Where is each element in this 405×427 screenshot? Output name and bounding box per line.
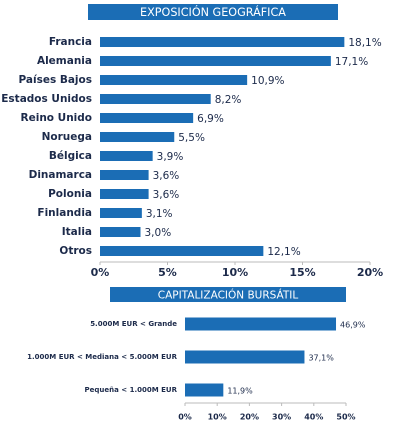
category-label: Estados Unidos: [1, 93, 92, 105]
category-label: 5.000M EUR < Grande: [90, 320, 177, 328]
bar: [100, 227, 141, 237]
bar: [100, 170, 149, 180]
category-label: Francia: [49, 36, 92, 48]
value-label: 8,2%: [215, 94, 242, 106]
x-tick-label: 5%: [158, 266, 177, 279]
bar: [185, 350, 305, 364]
x-tick-label: 50%: [336, 413, 355, 422]
value-label: 10,9%: [251, 75, 284, 87]
bar: [100, 132, 175, 142]
chart-title: CAPITALIZACIÓN BURSÁTIL: [158, 289, 299, 302]
bar: [100, 75, 248, 85]
x-tick-label: 20%: [240, 413, 259, 422]
bar: [185, 383, 224, 397]
value-label: 3,9%: [157, 151, 184, 163]
title-banner: [110, 287, 346, 302]
value-label: 3,1%: [146, 208, 173, 220]
value-label: 6,9%: [197, 113, 224, 125]
x-tick-label: 0%: [178, 413, 192, 422]
category-label: Noruega: [42, 131, 92, 143]
bar: [100, 113, 194, 123]
x-tick-label: 0%: [91, 266, 110, 279]
x-tick-label: 15%: [289, 266, 315, 279]
bar: [100, 208, 142, 218]
category-label: Polonia: [48, 188, 92, 200]
title-banner: [88, 4, 338, 20]
category-label: Países Bajos: [18, 74, 92, 86]
bar: [100, 94, 211, 104]
bar: [100, 151, 153, 161]
x-tick-label: 10%: [222, 266, 248, 279]
category-label: Alemania: [37, 55, 92, 67]
x-tick-label: 40%: [304, 413, 323, 422]
category-label: Finlandia: [37, 207, 92, 219]
category-label: Otros: [59, 245, 92, 257]
bar: [100, 37, 345, 47]
bar: [185, 317, 337, 331]
category-label: 1.000M EUR < Mediana < 5.000M EUR: [27, 353, 177, 361]
category-label: Italia: [62, 226, 92, 238]
category-label: Pequeña < 1.000M EUR: [85, 386, 178, 394]
value-label: 18,1%: [348, 37, 381, 49]
category-label: Dinamarca: [29, 169, 92, 181]
value-label: 5,5%: [178, 132, 205, 144]
value-label: 46,9%: [340, 321, 366, 330]
value-label: 11,9%: [227, 387, 253, 396]
value-label: 3,0%: [145, 227, 172, 239]
value-label: 12,1%: [267, 246, 300, 258]
bar: [100, 56, 331, 66]
value-label: 37,1%: [308, 354, 334, 363]
chart-title: EXPOSICIÓN GEOGRÁFICA: [140, 6, 286, 19]
value-label: 3,6%: [153, 189, 180, 201]
bar: [100, 189, 149, 199]
category-label: Bélgica: [49, 150, 92, 162]
value-label: 3,6%: [153, 170, 180, 182]
value-label: 17,1%: [335, 56, 368, 68]
bar: [100, 246, 264, 256]
x-tick-label: 20%: [357, 266, 383, 279]
x-tick-label: 30%: [272, 413, 291, 422]
category-label: Reino Unido: [21, 112, 92, 124]
x-tick-label: 10%: [208, 413, 227, 422]
